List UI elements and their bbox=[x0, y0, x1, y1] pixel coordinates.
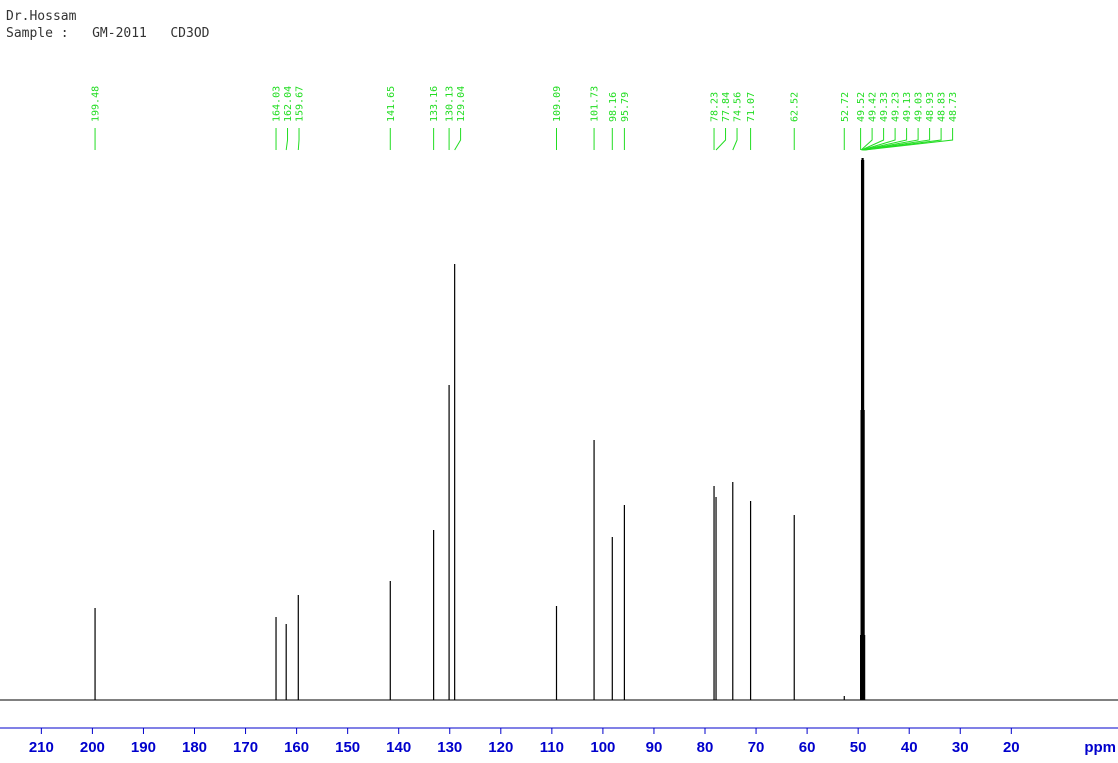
peak-label: 74.56 bbox=[733, 92, 744, 122]
peak-label: 199.48 bbox=[91, 86, 102, 122]
x-tick-label: 170 bbox=[233, 739, 258, 756]
x-tick-label: 150 bbox=[335, 739, 360, 756]
chart-subtitle: Sample : GM-2011 CD3OD bbox=[6, 26, 210, 41]
peak-leader bbox=[860, 128, 873, 151]
peak-label: 49.03 bbox=[914, 92, 925, 122]
peak-leader bbox=[864, 128, 954, 151]
x-tick-label: 80 bbox=[697, 739, 714, 756]
peak-leader bbox=[715, 128, 727, 151]
peak-label: 49.33 bbox=[879, 92, 890, 122]
x-tick-label: 200 bbox=[80, 739, 105, 756]
peak-label: 141.65 bbox=[386, 86, 397, 122]
x-tick-label: 50 bbox=[850, 739, 867, 756]
x-tick-label: 20 bbox=[1003, 739, 1020, 756]
x-tick-label: 160 bbox=[284, 739, 309, 756]
peak-leader bbox=[454, 128, 462, 151]
peak-label: 49.42 bbox=[868, 92, 879, 122]
peak-leader bbox=[863, 128, 931, 151]
x-tick-label: 100 bbox=[590, 739, 615, 756]
peak-label: 109.09 bbox=[552, 86, 563, 122]
peak-label: 48.93 bbox=[925, 92, 936, 122]
peak-leader bbox=[862, 128, 908, 151]
peak-label: 62.52 bbox=[790, 92, 801, 122]
x-tick-label: 120 bbox=[488, 739, 513, 756]
x-tick-label: 70 bbox=[748, 739, 765, 756]
x-tick-label: 30 bbox=[952, 739, 969, 756]
x-tick-label: 130 bbox=[437, 739, 462, 756]
peak-label: 130.13 bbox=[445, 86, 456, 122]
peak-leader bbox=[861, 128, 885, 151]
peak-leader bbox=[861, 128, 896, 151]
peak-label: 133.16 bbox=[429, 86, 440, 122]
peak-leader bbox=[863, 128, 919, 151]
x-tick-label: 210 bbox=[29, 739, 54, 756]
x-tick-label: 40 bbox=[901, 739, 918, 756]
peak-label: 48.73 bbox=[948, 92, 959, 122]
peak-label: 95.79 bbox=[620, 92, 631, 122]
peak-label: 49.52 bbox=[856, 92, 867, 122]
chart-title: Dr.Hossam bbox=[6, 9, 77, 24]
peak-leader bbox=[285, 128, 289, 151]
x-tick-label: 140 bbox=[386, 739, 411, 756]
peak-label: 164.03 bbox=[272, 86, 283, 122]
x-tick-label: 190 bbox=[131, 739, 156, 756]
peak-leader bbox=[297, 128, 300, 151]
peak-label: 101.73 bbox=[590, 86, 601, 122]
peak-label: 71.07 bbox=[746, 92, 757, 122]
peak-label: 98.16 bbox=[608, 92, 619, 122]
x-tick-label: 110 bbox=[540, 739, 564, 756]
x-tick-label: 180 bbox=[182, 739, 207, 756]
peak-label: 48.83 bbox=[937, 92, 948, 122]
peak-label: 49.13 bbox=[902, 92, 913, 122]
peak-label: 162.04 bbox=[283, 86, 294, 122]
peak-label: 49.23 bbox=[891, 92, 902, 122]
peak-label: 52.72 bbox=[840, 92, 851, 122]
peak-label: 159.67 bbox=[295, 86, 306, 122]
peak-label: 129.04 bbox=[456, 86, 467, 122]
peak-leader bbox=[732, 128, 738, 151]
x-tick-label: 90 bbox=[646, 739, 663, 756]
x-tick-label: 60 bbox=[799, 739, 816, 756]
peak-label: 77.84 bbox=[721, 92, 732, 122]
x-axis-label: ppm bbox=[1084, 739, 1116, 756]
peak-label: 78.23 bbox=[710, 92, 721, 122]
